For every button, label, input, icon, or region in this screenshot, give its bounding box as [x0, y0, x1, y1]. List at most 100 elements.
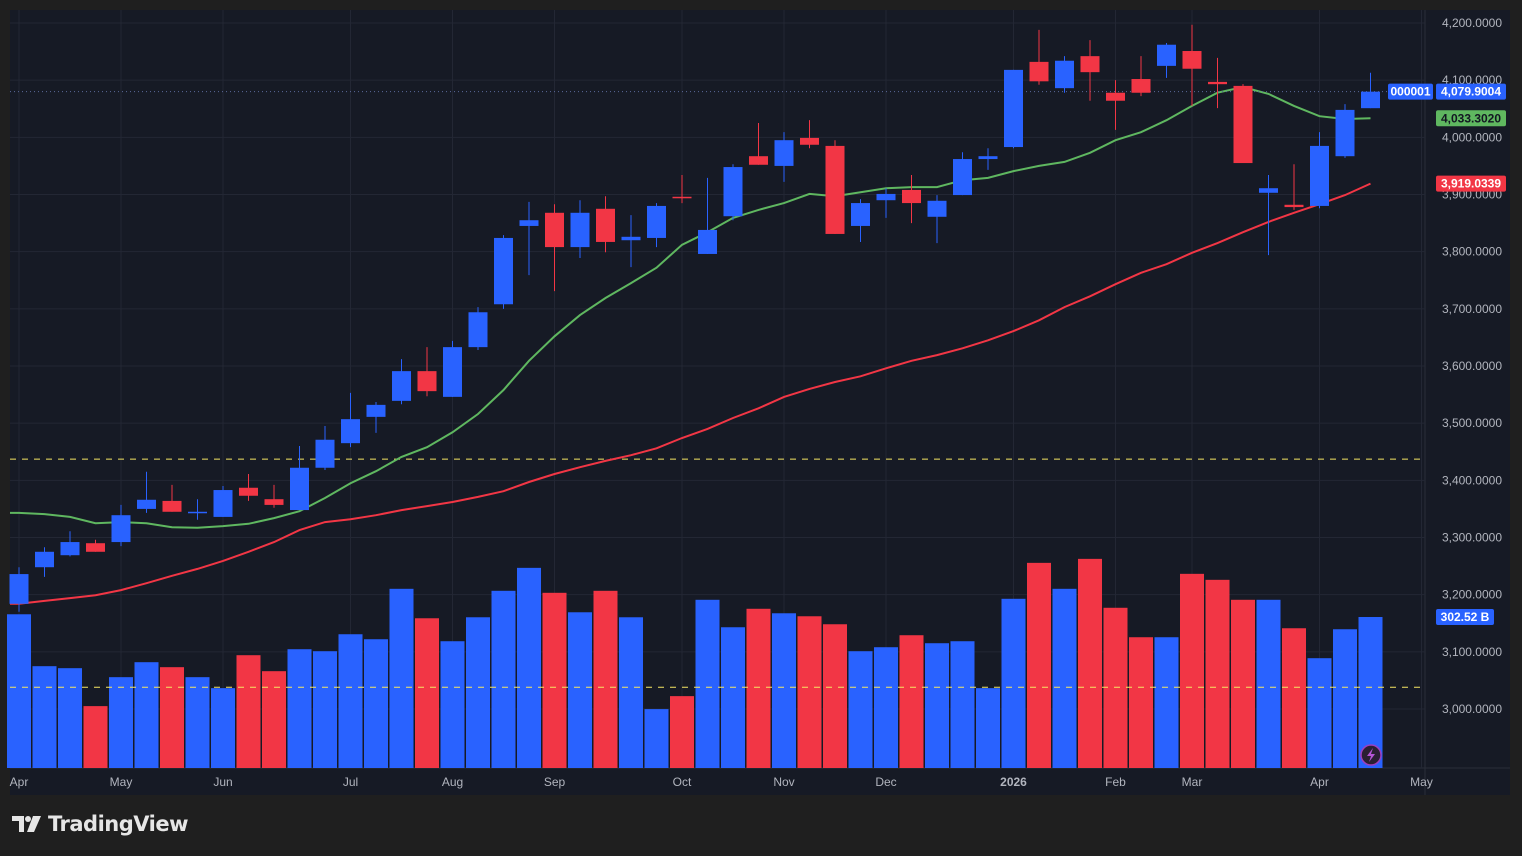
candle-body [1106, 92, 1125, 101]
candle-body [902, 189, 921, 204]
candle [264, 484, 284, 508]
candle-body [621, 236, 641, 241]
time-tick-label: Mar [1182, 775, 1203, 789]
candle-body [698, 229, 717, 254]
time-tick-label: Nov [773, 775, 794, 789]
candle [86, 539, 105, 552]
moving-average-fast-line [10, 85, 1371, 529]
time-tick-label: May [1410, 775, 1433, 789]
candle-body [162, 500, 182, 512]
volume-bar [1358, 617, 1383, 768]
candle [111, 504, 131, 547]
time-tick-label: Aug [442, 775, 463, 789]
candle [239, 474, 258, 501]
candle [315, 426, 335, 471]
volume-bar [1282, 628, 1306, 768]
volume-bar [211, 688, 235, 768]
candle-body [213, 490, 233, 517]
volume-bar [976, 688, 1000, 768]
last-price-badge-bg [1436, 83, 1506, 100]
volume-bar [1307, 658, 1332, 768]
volume-badge-text: 302.52 B [1441, 610, 1490, 624]
candle [290, 446, 309, 511]
candle-body [800, 137, 819, 145]
candle [927, 195, 947, 244]
moving-average-slow-line [10, 182, 1371, 605]
volume-bar [262, 671, 286, 768]
candle-body [978, 156, 998, 160]
candle [647, 203, 666, 248]
candle [851, 199, 870, 242]
volume-bar [338, 634, 363, 768]
price-tick-label: 4,200.0000 [1442, 16, 1502, 30]
candle [417, 347, 437, 397]
candle [978, 148, 998, 170]
ma-fast-badge: 4,033.3020 [1436, 110, 1506, 127]
volume-bar [7, 614, 31, 768]
volume-bar [491, 590, 516, 768]
candle [1233, 84, 1253, 164]
candle [953, 152, 972, 196]
candle-body [1080, 56, 1100, 73]
candle-body [1029, 61, 1049, 82]
candle-body [1208, 81, 1227, 85]
candle [1029, 29, 1049, 85]
volume-bar [1027, 562, 1051, 768]
volume-bar [1231, 599, 1255, 768]
time-tick-label: 2026 [1000, 775, 1027, 789]
time-tick-label: Sep [544, 775, 566, 789]
candle [468, 307, 488, 350]
candle-body [570, 212, 590, 248]
volume-bar [874, 647, 898, 768]
price-tick-label: 3,400.0000 [1442, 473, 1502, 487]
volume-bar [1052, 588, 1077, 768]
candle-body [953, 159, 972, 196]
candle-body [1335, 109, 1355, 157]
volume-badge: 302.52 B [1436, 609, 1494, 626]
last-price-badge: 4,079.9004 [1436, 83, 1506, 100]
candle [570, 200, 590, 258]
ma-slow-badge-text: 3,919.0339 [1441, 177, 1501, 191]
tradingview-logo[interactable]: TradingView [12, 812, 188, 836]
candle-body [341, 419, 360, 444]
symbol-badge-text: 000001 [1390, 85, 1430, 99]
candle [545, 204, 564, 292]
time-tick-label: Dec [875, 775, 896, 789]
bolt-icon[interactable] [1360, 744, 1382, 766]
candle-body [468, 312, 488, 348]
volume-bar [670, 696, 694, 768]
candle [1208, 57, 1227, 109]
candle [1080, 40, 1100, 101]
candle [1157, 43, 1176, 78]
symbol-badge: 000001 [1388, 83, 1433, 100]
candle-body [927, 200, 947, 217]
candle [1310, 132, 1329, 209]
candle-body [9, 574, 29, 604]
candle [1004, 69, 1023, 149]
price-tick-label: 3,800.0000 [1442, 245, 1502, 259]
candle [60, 531, 80, 557]
candle-body [1284, 204, 1304, 208]
volume-bar [619, 617, 643, 768]
symbol-badge-bg [1388, 83, 1433, 100]
candle-body [1182, 51, 1202, 69]
volume-bar [1205, 579, 1230, 768]
candle [800, 120, 819, 149]
candle-body [443, 347, 462, 397]
volume-bar [593, 590, 618, 768]
candle-body [1055, 60, 1074, 89]
candle-body [647, 205, 666, 238]
candle [698, 177, 717, 254]
candle-body [86, 543, 105, 552]
candle-body [60, 542, 80, 556]
volume-bar [236, 655, 261, 768]
candle [9, 567, 29, 612]
ma-fast-badge-text: 4,033.3020 [1441, 111, 1501, 125]
time-tick-label: Apr [1310, 775, 1329, 789]
candle [825, 140, 845, 234]
candle [1259, 175, 1278, 256]
candle-body [876, 193, 896, 201]
candle [876, 188, 896, 218]
volume-bar [1078, 558, 1102, 768]
